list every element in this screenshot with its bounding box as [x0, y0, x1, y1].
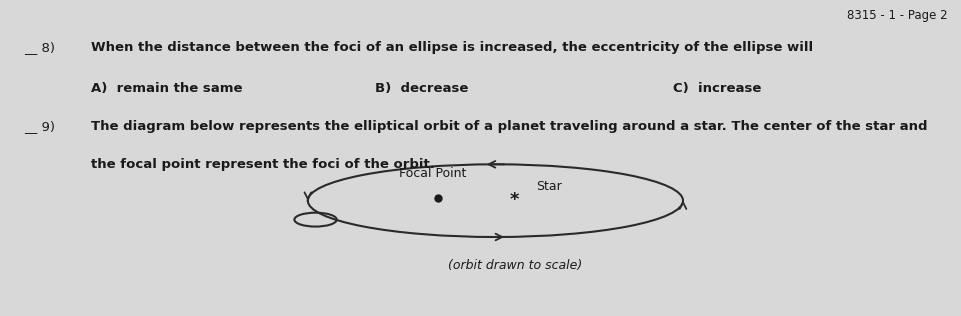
Text: Star: Star	[535, 180, 561, 193]
Text: 8315 - 1 - Page 2: 8315 - 1 - Page 2	[846, 9, 947, 22]
Text: C)  increase: C) increase	[673, 82, 761, 95]
Text: When the distance between the foci of an ellipse is increased, the eccentricity : When the distance between the foci of an…	[91, 41, 813, 54]
Text: B)  decrease: B) decrease	[375, 82, 468, 95]
Text: __ 8): __ 8)	[24, 41, 55, 54]
Text: Focal Point: Focal Point	[399, 167, 466, 180]
Text: __ 9): __ 9)	[24, 120, 55, 133]
Text: A)  remain the same: A) remain the same	[91, 82, 242, 95]
Text: (orbit drawn to scale): (orbit drawn to scale)	[447, 259, 581, 272]
Text: The diagram below represents the elliptical orbit of a planet traveling around a: The diagram below represents the ellipti…	[91, 120, 927, 133]
Text: the focal point represent the foci of the orbit.: the focal point represent the foci of th…	[91, 158, 434, 171]
Text: *: *	[509, 191, 519, 209]
